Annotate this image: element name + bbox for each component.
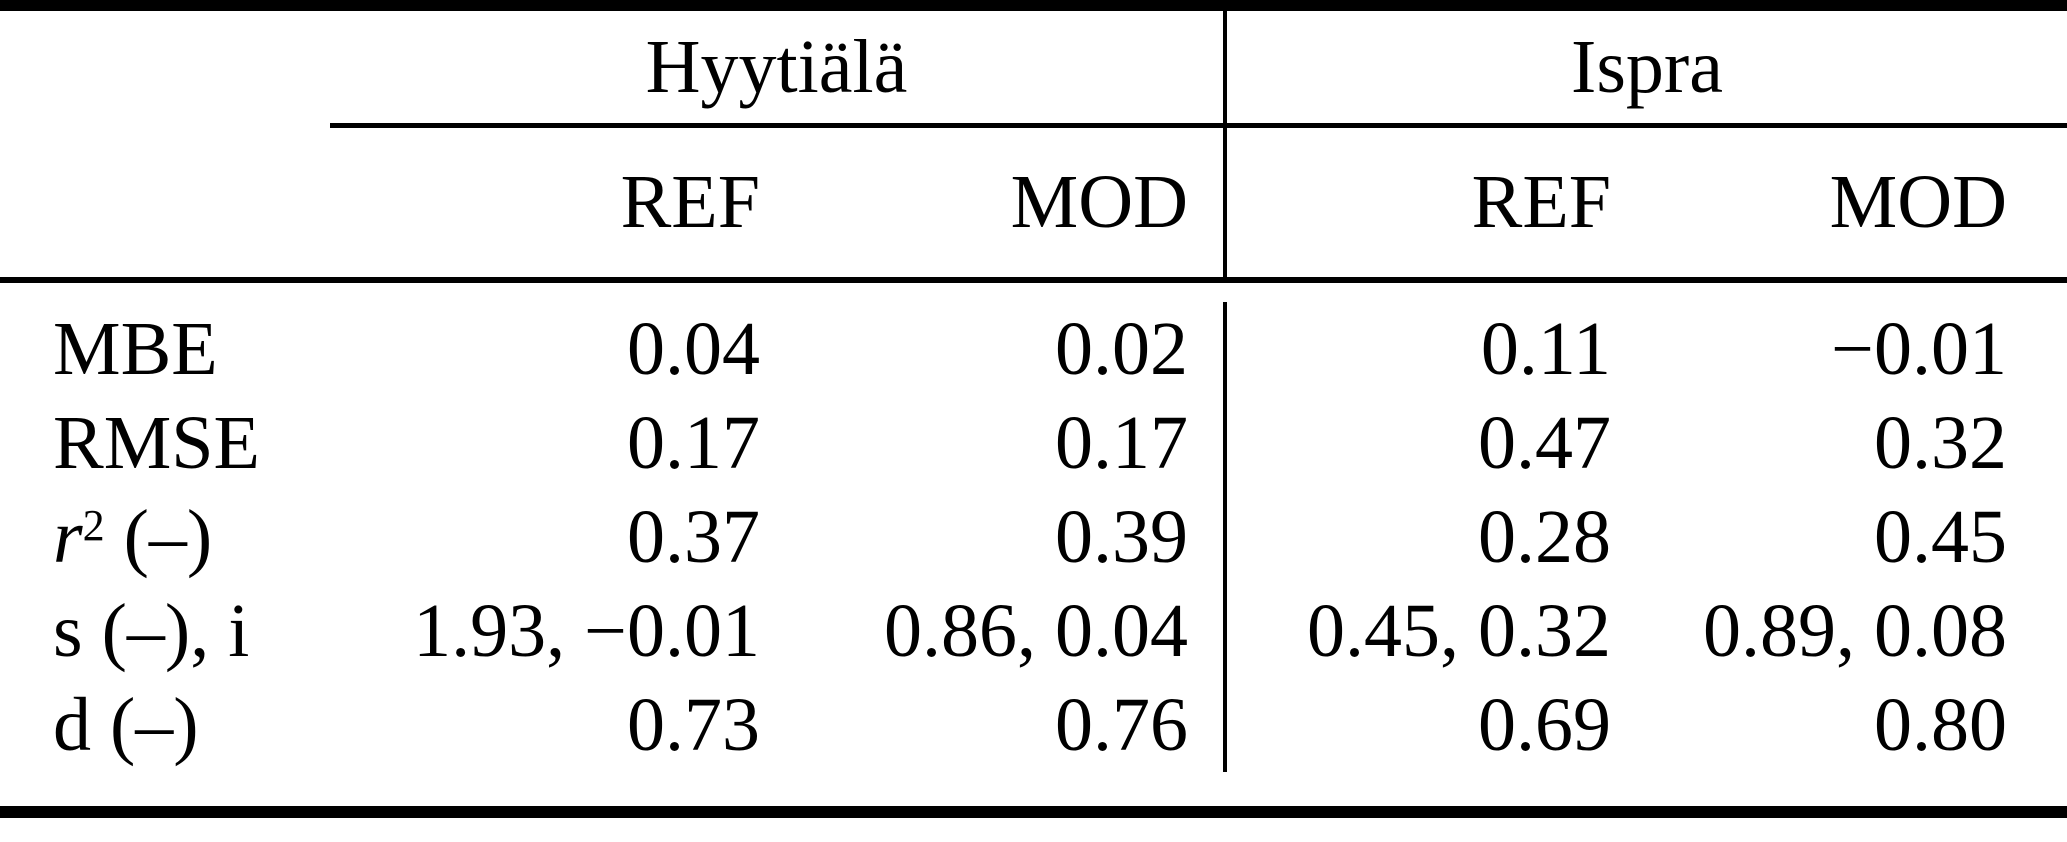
value-cell: 0.86, 0.04 [770,583,1228,678]
metric-units: (–), i [82,588,250,673]
value-cell: 0.45, 0.32 [1307,588,1612,673]
metric-label: s (–), i [0,584,330,678]
table-row-d: d (–) 0.73 0.76 0.69 0.80 [0,677,2067,772]
value-cell: 0.69 [1478,682,1612,767]
metric-label: RMSE [0,396,330,490]
value-cell: 0.04 [627,306,760,391]
statistics-table: Hyytiälä Ispra REF MOD REF MOD MBE 0.04 … [0,0,2067,818]
column-group-header-row: Hyytiälä Ispra [0,5,2067,128]
metric-name: RMSE [53,400,260,485]
value-cell: 0.39 [770,489,1228,584]
metric-units: (–) [91,682,199,767]
column-group-hyytiala: Hyytiälä [330,5,1228,128]
col-header-hyytiala-ref: REF [330,125,770,283]
spacer-row [0,280,2067,302]
value-cell: 0.02 [770,301,1228,396]
value-cell: 1.93, −0.01 [413,588,760,673]
table-row-r2: r2 (–) 0.37 0.39 0.28 0.45 [0,489,2067,584]
column-group-ispra: Ispra [1225,5,2067,128]
value-cell: 0.45 [1874,494,2008,579]
table-row-mbe: MBE 0.04 0.02 0.11 −0.01 [0,301,2067,396]
value-cell: 0.17 [627,400,760,485]
value-cell: −0.01 [1831,306,2008,391]
col-header-hyytiala-mod: MOD [770,125,1228,283]
metric-name: r [53,494,83,579]
stub-cell [0,125,330,283]
metric-superscript: 2 [82,500,105,550]
value-cell: 0.37 [627,494,760,579]
spacer-row [0,772,2067,812]
value-cell: 0.76 [770,677,1228,772]
col-header-ispra-mod: MOD [1615,125,2067,283]
value-cell: 0.17 [770,395,1228,490]
value-cell: 0.80 [1874,682,2008,767]
value-cell: 0.89, 0.08 [1703,588,2008,673]
value-cell: 0.73 [627,682,760,767]
stub-cell [0,6,330,126]
table-row-slope-intercept: s (–), i 1.93, −0.01 0.86, 0.04 0.45, 0.… [0,583,2067,678]
sub-header-row: REF MOD REF MOD [0,125,2067,283]
metric-label: r2 (–) [0,490,330,584]
metric-units: (–) [104,494,213,579]
table-row-rmse: RMSE 0.17 0.17 0.47 0.32 [0,395,2067,490]
metric-name: s [53,588,83,673]
value-cell: 0.47 [1478,400,1612,485]
metric-label: d (–) [0,678,330,772]
metric-name: d [53,682,91,767]
value-cell: 0.11 [1480,306,1612,391]
metric-label: MBE [0,302,330,396]
col-header-ispra-ref: REF [1225,125,1616,283]
metric-name: MBE [53,306,218,391]
value-cell: 0.32 [1874,400,2008,485]
value-cell: 0.28 [1478,494,1612,579]
